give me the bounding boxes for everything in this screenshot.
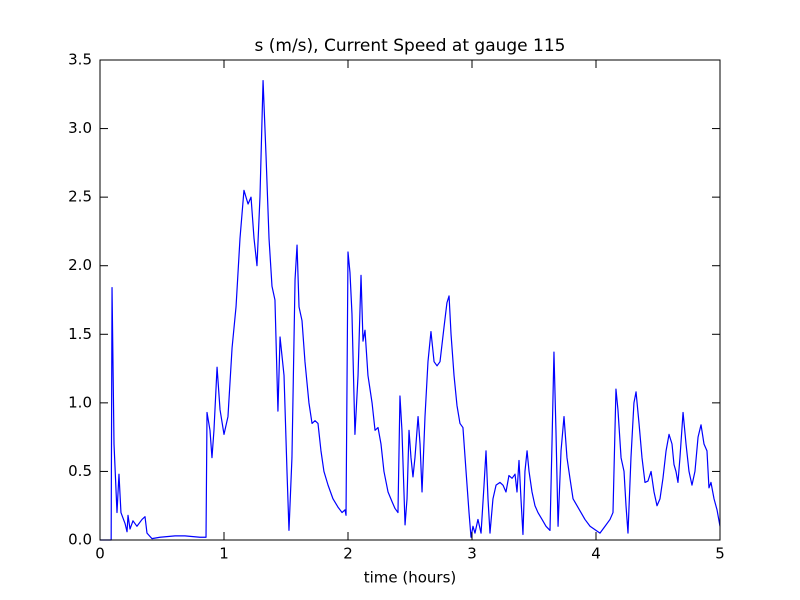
- x-tick-label: 5: [715, 545, 725, 563]
- y-tick-label: 0.0: [68, 531, 92, 549]
- x-tick-label: 3: [467, 545, 477, 563]
- data-line: [100, 79, 721, 541]
- y-tick-label: 3.5: [68, 51, 92, 69]
- y-tick-label: 2.5: [68, 188, 92, 206]
- y-tick-label: 1.5: [68, 325, 92, 343]
- x-axis-label: time (hours): [364, 569, 457, 587]
- x-tick-label: 2: [343, 545, 353, 563]
- y-tick-label: 0.5: [68, 462, 92, 480]
- chart-title: s (m/s), Current Speed at gauge 115: [255, 36, 566, 56]
- y-tick-label: 1.0: [68, 393, 92, 411]
- y-tick-label: 2.0: [68, 256, 92, 274]
- x-tick-label: 1: [219, 545, 229, 563]
- x-tick-label: 0: [95, 545, 105, 563]
- plot-frame: [99, 59, 721, 541]
- x-tick-label: 4: [591, 545, 601, 563]
- y-tick-label: 3.0: [68, 119, 92, 137]
